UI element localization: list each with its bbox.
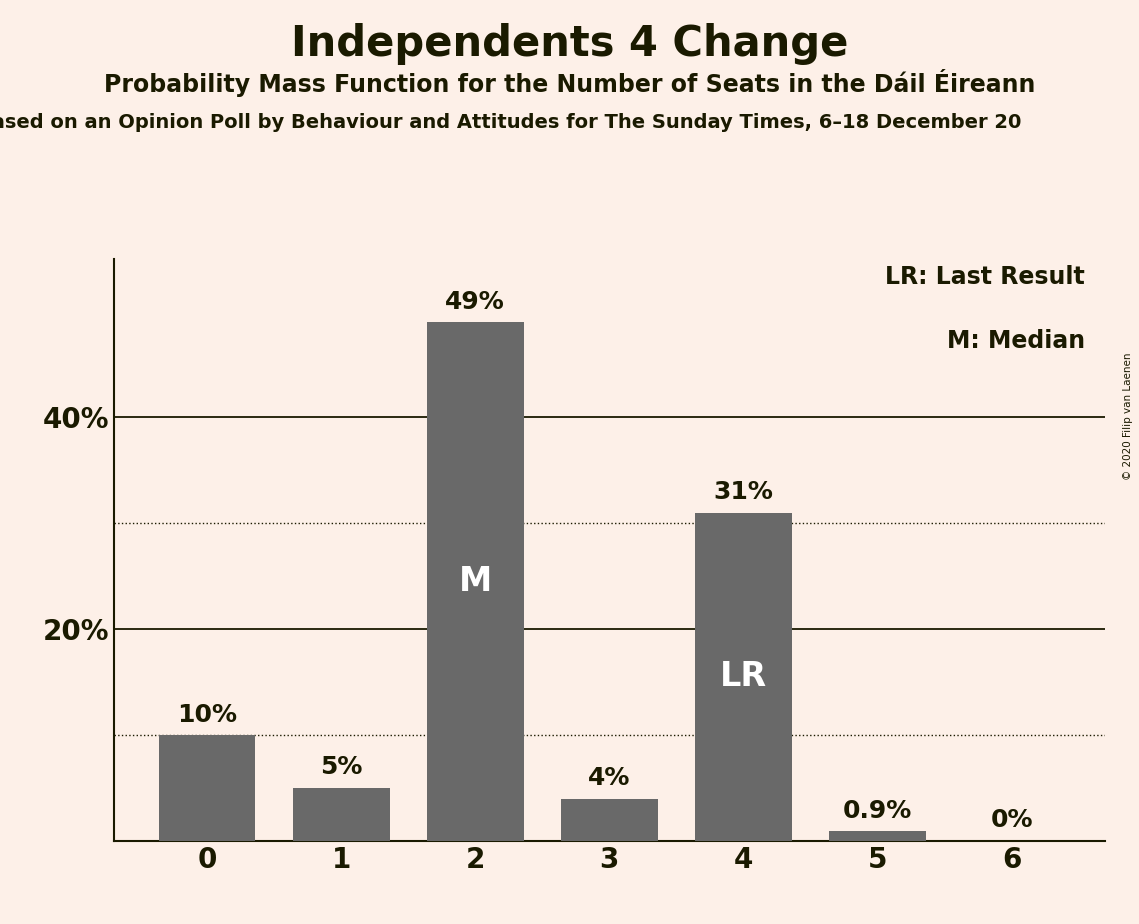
Text: 5%: 5%	[320, 756, 362, 780]
Text: 0%: 0%	[990, 808, 1033, 833]
Text: 31%: 31%	[713, 480, 773, 505]
Text: Probability Mass Function for the Number of Seats in the Dáil Éireann: Probability Mass Function for the Number…	[104, 69, 1035, 97]
Text: LR: Last Result: LR: Last Result	[885, 264, 1085, 288]
Bar	[293, 788, 390, 841]
Bar	[562, 798, 657, 841]
Text: 0.9%: 0.9%	[843, 799, 912, 823]
Text: M: M	[459, 565, 492, 598]
Bar	[695, 513, 792, 841]
Bar	[427, 322, 524, 841]
Bar	[829, 832, 926, 841]
Text: LR: LR	[720, 661, 767, 693]
Bar	[159, 735, 255, 841]
Text: 10%: 10%	[178, 702, 237, 726]
Text: Based on an Opinion Poll by Behaviour and Attitudes for The Sunday Times, 6–18 D: Based on an Opinion Poll by Behaviour an…	[0, 113, 1022, 132]
Text: 4%: 4%	[588, 766, 631, 790]
Text: M: Median: M: Median	[947, 329, 1085, 353]
Text: Independents 4 Change: Independents 4 Change	[290, 23, 849, 65]
Text: 49%: 49%	[445, 290, 506, 314]
Text: © 2020 Filip van Laenen: © 2020 Filip van Laenen	[1123, 352, 1133, 480]
